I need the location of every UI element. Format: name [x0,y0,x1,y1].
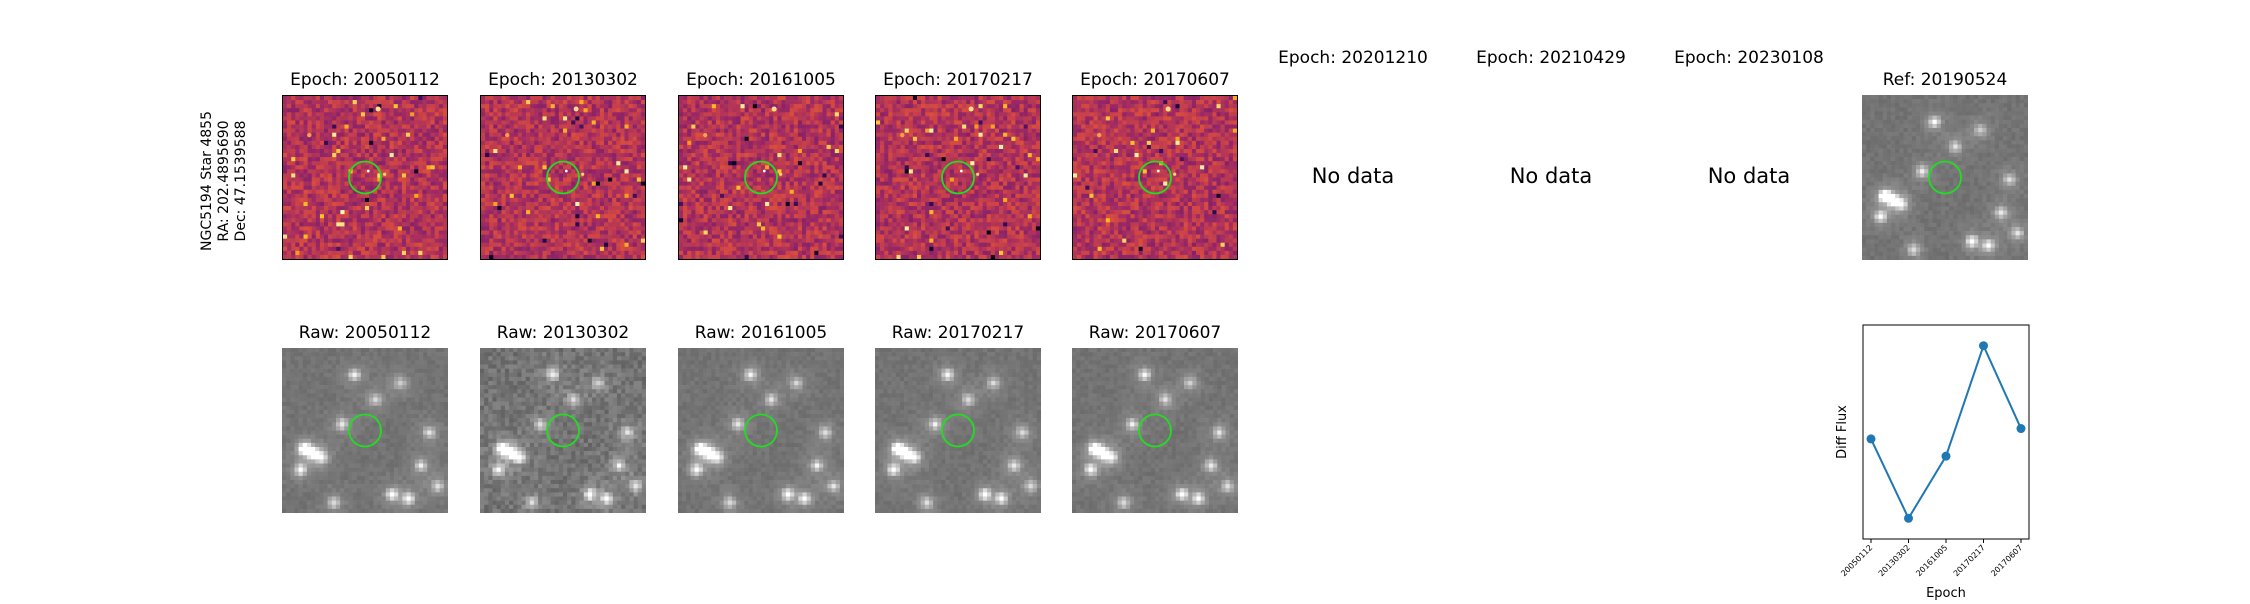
x-tick-label: 20050112 [1839,543,1874,578]
diff-panel-title: Epoch: 20201210 [1270,48,1436,68]
target-label: NGC5194 Star 4855 RA: 202.4895690 Dec: 4… [199,96,251,266]
target-dec: Dec: 47.1539588 [233,96,250,266]
diff-panel-title: Epoch: 20161005 [678,70,844,90]
diff-panel-title: Epoch: 20230108 [1666,48,1832,68]
x-tick-label: 20170217 [1952,543,1987,578]
difference-image [282,95,448,260]
raw-panel-title: Raw: 20170607 [1072,323,1238,343]
data-point [1904,514,1913,523]
x-tick-label: 20161005 [1914,543,1949,578]
diff-panel-title: Epoch: 20170217 [875,70,1041,90]
raw-panel-title: Raw: 20161005 [678,323,844,343]
reference-image [1862,95,2028,260]
data-point [1867,434,1876,443]
raw-noisy-image-pixels [480,348,646,513]
diff-panel-title: Epoch: 20130302 [480,70,646,90]
difference-image [480,95,646,260]
raw-image-pixels [875,348,1041,513]
raw-image-pixels [1862,95,2028,260]
no-data-message: No data [1468,164,1634,188]
raw-image-pixels [282,348,448,513]
raw-panel-title: Raw: 20130302 [480,323,646,343]
x-tick-label: 20170607 [1989,543,2024,578]
diff-panel-title: Epoch: 20210429 [1468,48,1634,68]
raw-image [282,348,448,513]
no-data-message: No data [1270,164,1436,188]
data-point [1979,341,1988,350]
x-axis-label: Epoch [1926,586,1966,600]
target-ra: RA: 202.4895690 [216,96,233,266]
diff-image-pixels [1073,96,1237,259]
diff-image-pixels [679,96,843,259]
raw-image [678,348,844,513]
raw-panel-title: Raw: 20170217 [875,323,1041,343]
difference-image [678,95,844,260]
diff-panel-title: Epoch: 20050112 [282,70,448,90]
x-tick-label: 20130302 [1877,543,1912,578]
y-axis-label: Diff Flux [1835,405,1850,459]
ref-title: Ref: 20190524 [1862,70,2028,90]
raw-image [480,348,646,513]
diff-image-pixels [876,96,1040,259]
plot-area [1863,325,2029,539]
data-point [2017,424,2026,433]
raw-image [875,348,1041,513]
difference-image [1072,95,1238,260]
difference-image [875,95,1041,260]
raw-image-pixels [1072,348,1238,513]
diff-image-pixels [283,96,447,259]
raw-image-pixels [678,348,844,513]
diff-panel-title: Epoch: 20170607 [1072,70,1238,90]
target-name: NGC5194 Star 4855 [199,96,216,266]
diff-image-pixels [481,96,645,259]
raw-image [1072,348,1238,513]
raw-panel-title: Raw: 20050112 [282,323,448,343]
no-data-message: No data [1666,164,1832,188]
data-point [1942,452,1951,461]
